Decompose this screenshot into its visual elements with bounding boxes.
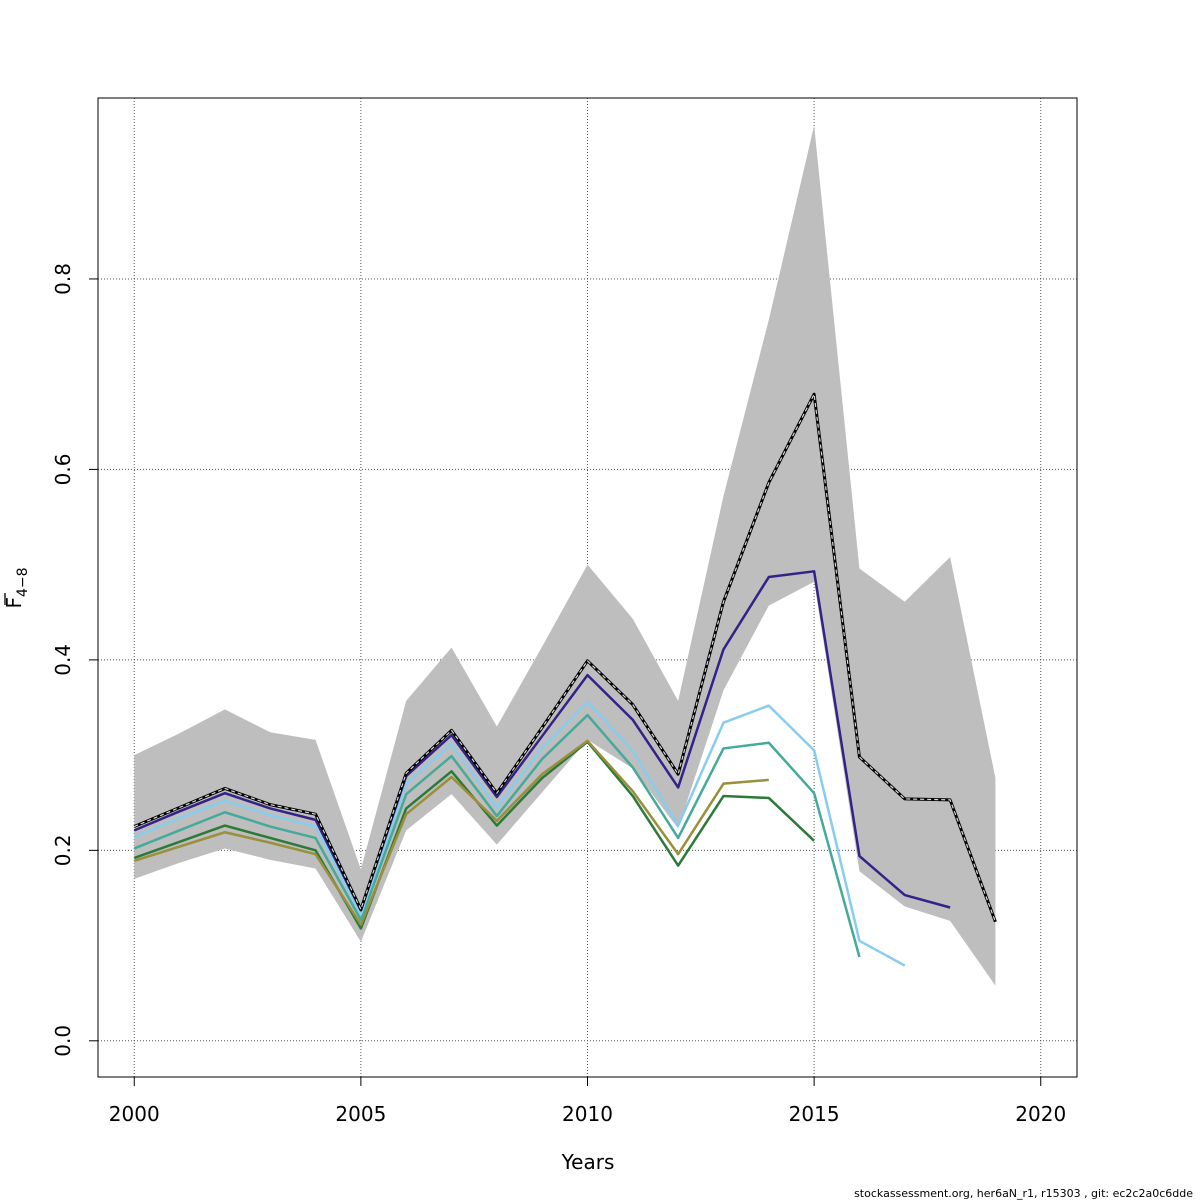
series-line-6	[134, 393, 996, 922]
series-lines	[133, 392, 997, 967]
series-line-2	[133, 713, 861, 958]
y-tick-label-0: 0.0	[51, 1025, 75, 1057]
x-tick-label-2: 2010	[562, 1102, 613, 1126]
y-tick-label-3: 0.6	[51, 454, 75, 486]
y-axis-ticks: 0.0 0.2 0.4 0.6 0.8	[51, 263, 98, 1057]
y-axis-title-main: F	[2, 597, 26, 609]
x-axis-ticks: 2000 2005 2010 2015 2020	[109, 1077, 1066, 1126]
confidence-band-area	[134, 125, 996, 986]
footer-credit: stockassessment.org, her6aN_r1, r15303 ,…	[854, 1187, 1193, 1200]
svg-text:F4−8: F4−8	[2, 567, 31, 608]
x-tick-label-1: 2005	[335, 1102, 386, 1126]
series-line-4	[133, 570, 951, 912]
series-line-1	[133, 739, 769, 926]
x-axis-title: Years	[561, 1150, 615, 1174]
y-axis-title: F4−8	[2, 567, 31, 608]
x-tick-label-4: 2020	[1015, 1102, 1066, 1126]
y-tick-label-2: 0.4	[51, 644, 75, 676]
series-line-3	[133, 700, 906, 967]
y-tick-label-4: 0.8	[51, 263, 75, 295]
confidence-band	[134, 125, 996, 986]
x-tick-label-0: 2000	[109, 1102, 160, 1126]
y-axis-title-sub: 4−8	[15, 567, 31, 597]
y-tick-label-1: 0.2	[51, 834, 75, 866]
x-tick-label-3: 2015	[789, 1102, 840, 1126]
